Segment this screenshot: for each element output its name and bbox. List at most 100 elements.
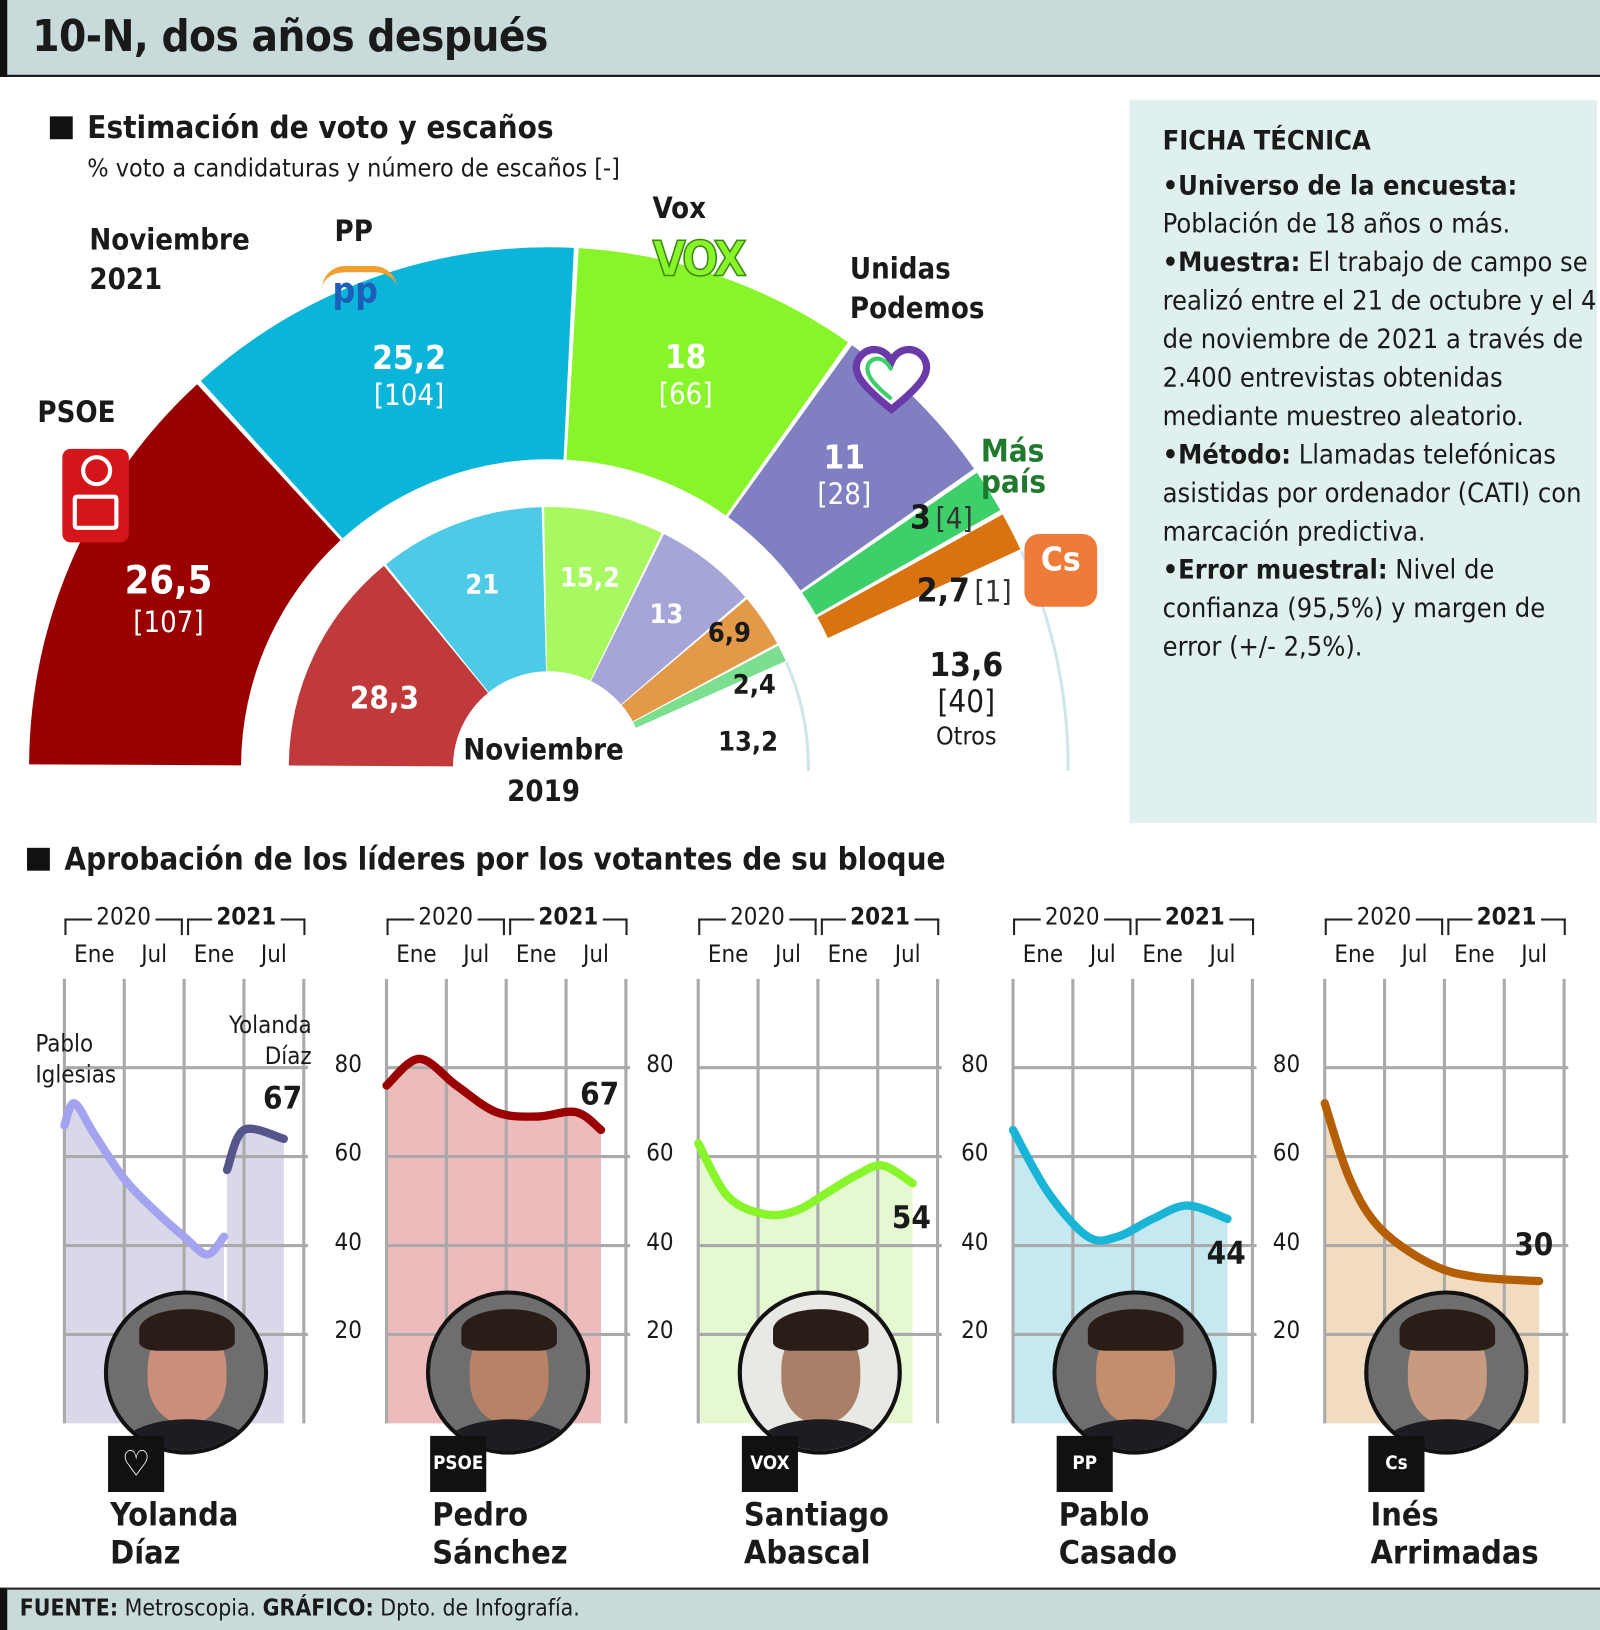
label-2019-pp: 21 <box>465 570 500 602</box>
series-line <box>694 1139 917 1220</box>
month-tick-label: Jul <box>774 941 801 969</box>
month-tick-label: Ene <box>396 941 437 969</box>
ring-2019-segment-unidas-podemos <box>591 534 746 705</box>
month-tick-label: Ene <box>827 941 869 969</box>
year-bracket-2020: 2020 <box>1013 903 1132 936</box>
month-tick-label: Jul <box>463 941 490 969</box>
y-tick-label: 60 <box>334 1139 362 1167</box>
ring-2019-otros-outline <box>784 661 810 771</box>
leader-name: Pablo Casado <box>1058 1496 1178 1573</box>
ficha-tecnica-panel: FICHA TÉCNICA •Universo de la encuesta: … <box>1129 99 1597 823</box>
leader-name: Inés Arrimadas <box>1370 1496 1539 1573</box>
leader-name: Pedro Sánchez <box>432 1496 568 1573</box>
month-tick-label: Jul <box>1209 941 1236 969</box>
party-name-pp: PP <box>334 214 373 249</box>
year-bracket-2021: 2021 <box>1447 903 1566 936</box>
y-tick-label: 20 <box>1272 1317 1301 1345</box>
y-tick-label: 60 <box>646 1139 674 1167</box>
y-tick-label: 40 <box>1272 1228 1301 1256</box>
ring-2021-segment-unidas-podemos <box>728 345 975 591</box>
leader-panel-pedro-sánchez: 2020 2021 Ene Jul Ene Jul 80 60 40 20 67 PSOE Pedro… <box>335 903 631 1572</box>
month-tick-label: Ene <box>1022 941 1064 969</box>
section-title-leaders: Aprobación de los líderes por los votant… <box>27 842 946 878</box>
annotation-yolanda-diaz: Yolanda Díaz <box>228 1011 312 1071</box>
month-tick-label: Ene <box>1454 941 1495 969</box>
month-tick-label: Jul <box>260 941 287 969</box>
year-bracket-2021: 2021 <box>187 903 306 936</box>
page-title: 10-N, dos años después <box>32 10 548 62</box>
ring-2019-segment-más-país <box>633 645 786 728</box>
leader-name: Yolanda Díaz <box>110 1496 239 1573</box>
psoe-rose-logo-icon <box>62 448 129 543</box>
latest-value-label: 54 <box>891 1199 931 1237</box>
leader-panel-pablo-casado: 2020 2021 Ene Jul Ene Jul 80 60 40 20 44 PP Pablo Ca… <box>961 903 1258 1572</box>
party-name-vox: Vox <box>652 191 707 226</box>
series-line-yolanda-díaz <box>222 1124 289 1175</box>
month-tick-label: Ene <box>193 941 235 969</box>
leader-name: Santiago Abascal <box>743 1496 889 1573</box>
annotation-pablo-iglesias: Pablo Iglesias <box>35 1030 117 1089</box>
series-line <box>382 1054 606 1135</box>
graphic-value: Dpto. de Infografía. <box>373 1595 580 1622</box>
source-label: FUENTE: <box>19 1595 119 1622</box>
y-tick-label: 40 <box>646 1228 674 1256</box>
ring-2019-segment-cs <box>621 599 778 722</box>
ficha-item-error: •Error muestral: Nivel de confianza (95,… <box>1162 554 1546 663</box>
month-tick-label: Jul <box>894 941 921 969</box>
party-logo-icon: ♡ <box>108 1435 165 1493</box>
month-tick-label: Jul <box>1521 941 1548 969</box>
section-title-text: Aprobación de los líderes por los votant… <box>64 841 946 878</box>
series-line <box>1008 1125 1232 1245</box>
year-label: 2021 <box>212 903 281 931</box>
section-subtitle: % voto a candidaturas y número de escaño… <box>87 153 620 183</box>
y-tick-label: 20 <box>334 1317 362 1345</box>
year-label: 2020 <box>414 903 478 931</box>
party-logo-icon: PP <box>1056 1435 1113 1493</box>
vox-logo-icon: VOX <box>652 230 748 288</box>
cs-logo-icon: Cs <box>1024 534 1098 607</box>
label-2021-vox: 18 [66] <box>658 337 713 412</box>
y-tick-label: 80 <box>334 1051 362 1079</box>
month-tick-label: Ene <box>1334 941 1375 969</box>
y-tick-label: 60 <box>1272 1139 1301 1167</box>
ficha-item-universo: •Universo de la encuesta: Población de 1… <box>1162 170 1518 241</box>
party-name-up: Unidas Podemos <box>849 251 985 326</box>
y-tick-label: 80 <box>646 1051 674 1079</box>
leader-panel-yolanda-díaz: 2020 2021 Ene Jul Ene Jul 67 Pablo Iglesias Yola… <box>35 903 312 1572</box>
y-tick-label: 60 <box>961 1139 989 1167</box>
leader-photo <box>737 1290 902 1455</box>
label-noviembre-2021: Noviembre 2021 <box>89 222 250 297</box>
year-label: 2020 <box>1040 903 1104 931</box>
label-2019-otros: 13,2 <box>718 726 779 758</box>
month-tick-label: Ene <box>515 941 557 969</box>
label-2019-psoe: 28,3 <box>349 680 420 717</box>
series-line <box>1320 1099 1544 1286</box>
y-tick-label: 40 <box>961 1228 989 1256</box>
year-bracket-2021: 2021 <box>509 903 628 936</box>
semicircle-svg <box>29 247 1070 771</box>
month-tick-label: Ene <box>1142 941 1183 969</box>
label-2019-mas-pais: 2,4 <box>732 669 776 701</box>
month-tick-label: Jul <box>1401 941 1428 969</box>
section-title-vote: Estimación de voto y escaños <box>49 110 554 147</box>
series-line-pablo-iglesias <box>60 1099 229 1259</box>
header-bar: 10-N, dos años después <box>0 0 1600 77</box>
leader-photo <box>1052 1290 1217 1455</box>
y-tick-label: 80 <box>961 1051 989 1079</box>
seat-semicircle-chart <box>0 187 1122 821</box>
y-tick-label: 80 <box>1272 1051 1301 1079</box>
y-tick-label: 40 <box>334 1228 362 1256</box>
ring-2021-segment-más-país <box>802 472 1001 615</box>
label-2021-psoe: 26,5 [107] <box>124 557 213 640</box>
month-tick-label: Ene <box>74 941 115 969</box>
section-title-text: Estimación de voto y escaños <box>87 110 554 147</box>
year-label: 2020 <box>725 903 789 931</box>
latest-value-label: 67 <box>580 1075 620 1113</box>
label-2019-vox: 15,2 <box>559 562 620 595</box>
square-bullet-icon <box>49 116 73 140</box>
year-label: 2020 <box>92 903 156 931</box>
label-noviembre-2019: Noviembre 2019 <box>463 732 624 809</box>
ring-2019-segment-otros <box>636 663 809 767</box>
source-value: Metroscopia. <box>118 1595 263 1622</box>
year-bracket-2020: 2020 <box>386 903 505 936</box>
